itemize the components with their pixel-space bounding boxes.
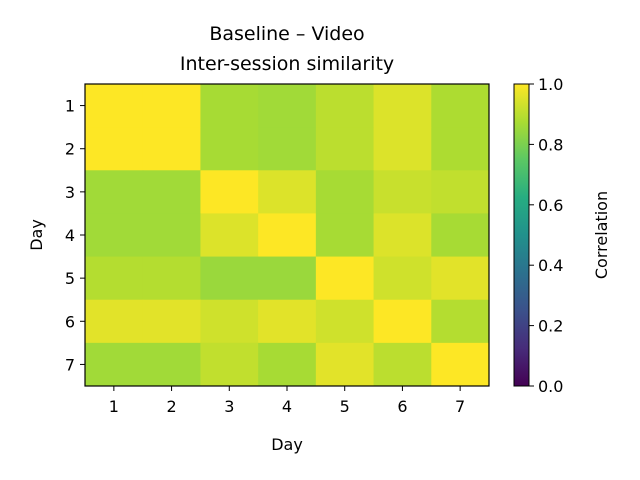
heatmap-cell <box>200 299 259 344</box>
heatmap-cell <box>373 170 432 214</box>
heatmap-cell <box>200 342 259 387</box>
heatmap-cell <box>200 170 259 214</box>
heatmap-cell <box>431 84 490 128</box>
y-tick-label: 5 <box>65 269 75 288</box>
x-tick-label: 6 <box>397 397 407 416</box>
y-axis-label: Day <box>27 219 46 251</box>
heatmap-cell <box>142 299 201 344</box>
colorbar-ticks: 0.0 0.2 0.4 0.6 0.8 1.0 <box>529 75 563 396</box>
y-tick-label: 3 <box>65 183 75 202</box>
heatmap-cell <box>258 299 317 344</box>
heatmap-cell <box>85 299 144 344</box>
x-axis-label: Day <box>271 435 303 454</box>
heatmap-cell <box>315 256 375 301</box>
heatmap-cell <box>142 342 201 387</box>
x-tick-label: 7 <box>455 397 465 416</box>
x-tick-label: 4 <box>282 397 292 416</box>
y-tick-label: 6 <box>65 312 75 331</box>
x-tick-label: 3 <box>224 397 234 416</box>
heatmap-cell <box>315 170 375 214</box>
heatmap-cell <box>258 170 317 214</box>
x-tick-label: 2 <box>166 397 176 416</box>
x-axis-ticks: 1 2 3 4 5 6 7 <box>109 386 465 416</box>
x-tick-label: 5 <box>340 397 350 416</box>
heatmap-cell <box>85 170 144 214</box>
y-tick-label: 7 <box>65 355 75 374</box>
heatmap-cell <box>315 342 375 387</box>
heatmap-cell <box>258 213 317 258</box>
colorbar-tick-label: 0.2 <box>538 317 563 336</box>
heatmap-cell <box>431 127 490 171</box>
heatmap-cell <box>258 256 317 301</box>
heatmap-cell <box>200 213 259 258</box>
x-tick-label: 1 <box>109 397 119 416</box>
heatmap-cell <box>373 299 432 344</box>
heatmap-cell <box>142 127 201 171</box>
heatmap-cell <box>258 342 317 387</box>
heatmap-cell <box>373 84 432 128</box>
chart-subtitle: Inter-session similarity <box>180 53 394 75</box>
heatmap-cell <box>373 256 432 301</box>
heatmap-cell <box>142 256 201 301</box>
heatmap-cell <box>258 127 317 171</box>
heatmap-cell <box>315 84 375 128</box>
heatmap-cells <box>85 84 490 387</box>
heatmap-cell <box>431 342 490 387</box>
chart-title: Baseline – Video <box>209 23 364 45</box>
heatmap-cell <box>373 213 432 258</box>
heatmap-cell <box>85 342 144 387</box>
colorbar-label: Correlation <box>592 191 611 279</box>
y-axis-ticks: 1 2 3 4 5 6 7 <box>65 97 85 374</box>
heatmap-cell <box>85 213 144 258</box>
heatmap-cell <box>85 256 144 301</box>
heatmap-cell <box>315 299 375 344</box>
y-tick-label: 1 <box>65 97 75 116</box>
heatmap-cell <box>373 342 432 387</box>
colorbar-tick-label: 1.0 <box>538 75 563 94</box>
heatmap-cell <box>315 127 375 171</box>
y-tick-label: 4 <box>65 226 75 245</box>
heatmap-cell <box>142 213 201 258</box>
heatmap-cell <box>373 127 432 171</box>
y-tick-label: 2 <box>65 140 75 159</box>
colorbar-tick-label: 0.4 <box>538 256 563 275</box>
colorbar-tick-label: 0.0 <box>538 377 563 396</box>
heatmap-cell <box>200 127 259 171</box>
colorbar-tick-label: 0.6 <box>538 196 563 215</box>
heatmap-cell <box>142 170 201 214</box>
heatmap-cell <box>85 84 144 128</box>
heatmap-cell <box>431 213 490 258</box>
heatmap-cell <box>258 84 317 128</box>
heatmap-cell <box>200 84 259 128</box>
heatmap-cell <box>315 213 375 258</box>
heatmap-cell <box>200 256 259 301</box>
colorbar <box>513 83 530 387</box>
heatmap-cell <box>431 256 490 301</box>
heatmap-cell <box>431 170 490 214</box>
heatmap-cell <box>142 84 201 128</box>
heatmap-cell <box>85 127 144 171</box>
heatmap-cell <box>431 299 490 344</box>
colorbar-tick-label: 0.8 <box>538 135 563 154</box>
